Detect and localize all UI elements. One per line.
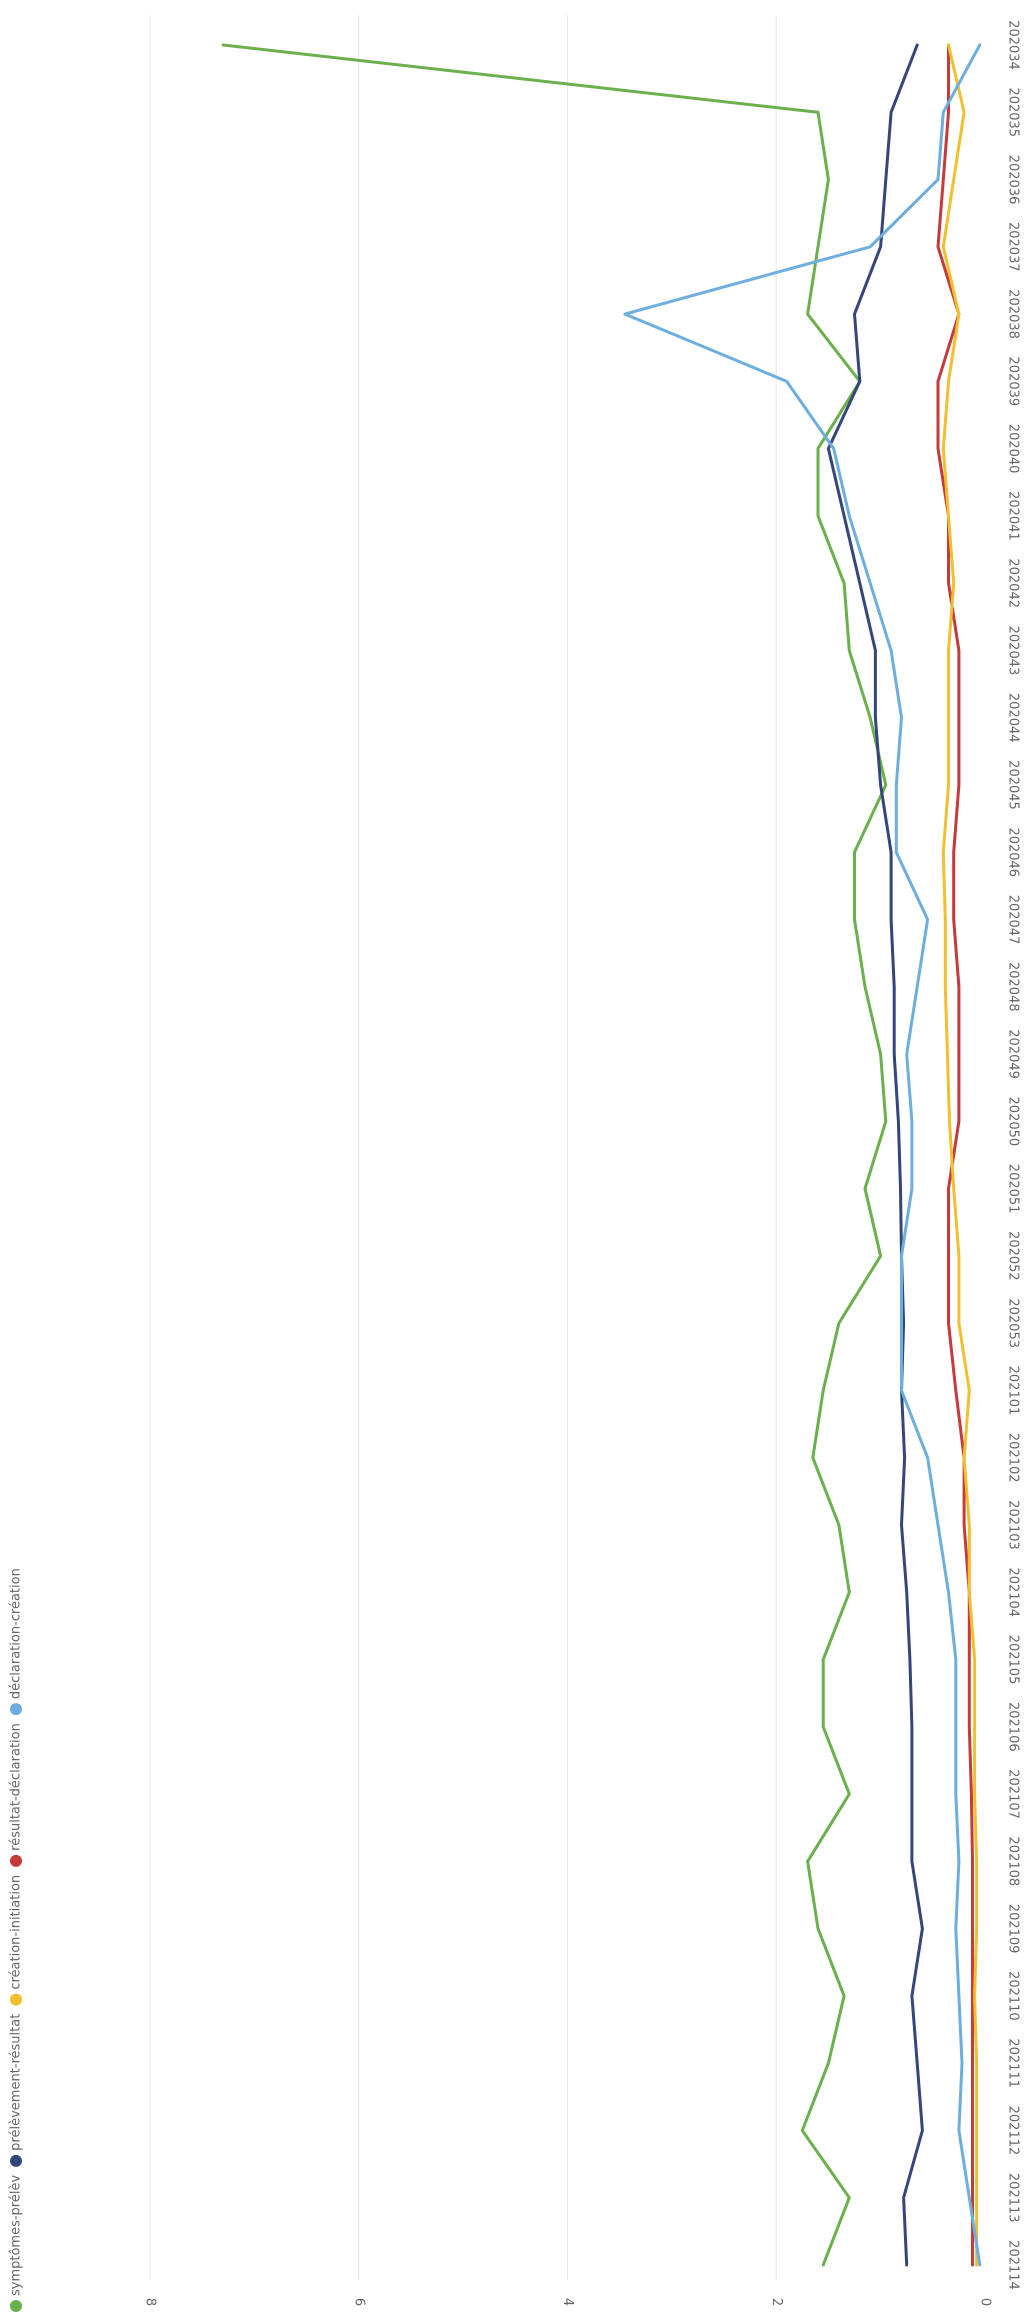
category-tick-label: 202037 — [1006, 222, 1021, 272]
category-tick-label: 202106 — [1006, 1702, 1021, 1752]
category-tick-label: 202036 — [1006, 155, 1021, 205]
category-tick-label: 202049 — [1006, 1029, 1021, 1079]
category-tick-label: 202042 — [1006, 558, 1021, 608]
series-line-4 — [623, 43, 982, 2267]
category-tick-label: 202113 — [1006, 2173, 1021, 2223]
legend-marker — [10, 1993, 22, 2006]
category-tick-label: 202109 — [1006, 1904, 1021, 1954]
legend-label: symptômes-prélèv — [9, 2175, 24, 2296]
grid-lines — [149, 15, 777, 2280]
category-tick-label: 202041 — [1006, 491, 1021, 541]
value-tick-label: 2 — [769, 2298, 784, 2306]
series-line-0 — [221, 43, 888, 2267]
legend-label: création-initiation — [9, 1875, 24, 1990]
category-tick-label: 202101 — [1006, 1366, 1021, 1416]
category-tick-label: 202053 — [1006, 1298, 1021, 1348]
value-tick-label: 4 — [560, 2298, 575, 2306]
category-tick-label: 202107 — [1006, 1769, 1021, 1819]
category-tick-label: 202035 — [1006, 87, 1021, 137]
category-tick-label: 202044 — [1006, 693, 1021, 743]
value-axis: 0 2 4 6 8 — [143, 2298, 993, 2306]
category-tick-label: 202104 — [1006, 1567, 1021, 1617]
category-tick-label: 202039 — [1006, 357, 1021, 407]
series-lines — [221, 43, 982, 2267]
category-tick-label: 202114 — [1006, 2240, 1021, 2290]
legend: symptômes-prélèv prélèvement-résultat créa… — [9, 1568, 24, 2312]
legend-label: prélèvement-résultat — [9, 2014, 24, 2151]
legend-label: résultat-déclaration — [9, 1723, 24, 1851]
category-tick-label: 202112 — [1006, 2106, 1021, 2156]
value-tick-label: 8 — [143, 2298, 158, 2306]
category-tick-label: 202038 — [1006, 289, 1021, 339]
category-tick-label: 202034 — [1006, 20, 1021, 70]
series-line-1 — [826, 43, 924, 2267]
legend-marker — [10, 2300, 22, 2312]
category-tick-label: 202111 — [1006, 2038, 1021, 2088]
category-tick-label: 202110 — [1006, 1971, 1021, 2021]
category-tick-label: 202045 — [1006, 760, 1021, 810]
value-tick-label: 6 — [351, 2298, 366, 2306]
category-tick-label: 202105 — [1006, 1635, 1021, 1685]
category-tick-label: 202108 — [1006, 1837, 1021, 1887]
category-tick-label: 202103 — [1006, 1500, 1021, 1550]
category-tick-label: 202043 — [1006, 626, 1021, 676]
legend-marker — [10, 1703, 22, 1716]
category-tick-label: 202048 — [1006, 962, 1021, 1012]
category-tick-label: 202050 — [1006, 1097, 1021, 1147]
series-line-2 — [936, 43, 974, 2267]
category-axis: 202034 202035 202036 202037 202038 202039 2020… — [1006, 20, 1021, 2290]
category-tick-label: 202052 — [1006, 1231, 1021, 1281]
category-tick-label: 202102 — [1006, 1433, 1021, 1483]
legend-marker — [10, 1854, 22, 1867]
series-line-3 — [941, 43, 979, 2267]
category-tick-label: 202047 — [1006, 895, 1021, 945]
legend-label: déclaration-création — [9, 1568, 24, 1699]
legend-marker — [10, 2154, 22, 2167]
category-tick-label: 202040 — [1006, 424, 1021, 474]
category-tick-label: 202046 — [1006, 827, 1021, 877]
category-tick-label: 202051 — [1006, 1164, 1021, 1214]
value-tick-label: 0 — [978, 2298, 993, 2306]
